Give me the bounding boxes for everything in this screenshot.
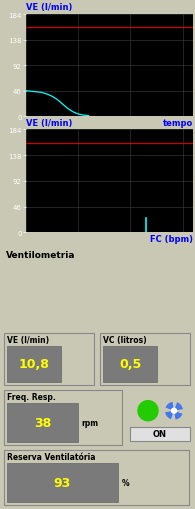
Bar xyxy=(4,333,94,385)
Circle shape xyxy=(171,408,176,413)
Text: VE (l/min): VE (l/min) xyxy=(7,335,49,344)
Text: tempo: tempo xyxy=(163,119,193,128)
Bar xyxy=(4,450,189,505)
Text: Ventilometria: Ventilometria xyxy=(6,250,75,260)
Bar xyxy=(103,346,157,382)
Text: VE (l/min): VE (l/min) xyxy=(26,119,72,127)
Bar xyxy=(100,333,190,385)
Text: rpm: rpm xyxy=(82,418,99,427)
Wedge shape xyxy=(165,411,174,419)
Wedge shape xyxy=(166,402,174,411)
Text: %: % xyxy=(122,478,130,487)
Text: VC (litros): VC (litros) xyxy=(103,335,147,344)
Text: 0,5: 0,5 xyxy=(119,357,141,371)
Text: VE (l/min): VE (l/min) xyxy=(26,4,72,12)
Text: ON: ON xyxy=(153,430,167,438)
Bar xyxy=(7,346,61,382)
Bar xyxy=(130,427,190,441)
Bar xyxy=(7,463,118,502)
Text: 93: 93 xyxy=(54,476,71,489)
Text: 10,8: 10,8 xyxy=(19,357,50,371)
Bar xyxy=(4,390,122,445)
Wedge shape xyxy=(174,403,183,411)
Bar xyxy=(7,403,78,442)
Circle shape xyxy=(138,401,158,421)
Wedge shape xyxy=(174,411,183,420)
Text: FC (bpm): FC (bpm) xyxy=(150,235,193,243)
Text: Freq. Resp.: Freq. Resp. xyxy=(7,392,56,401)
Text: Reserva Ventilatória: Reserva Ventilatória xyxy=(7,452,96,461)
Text: 38: 38 xyxy=(34,416,51,429)
